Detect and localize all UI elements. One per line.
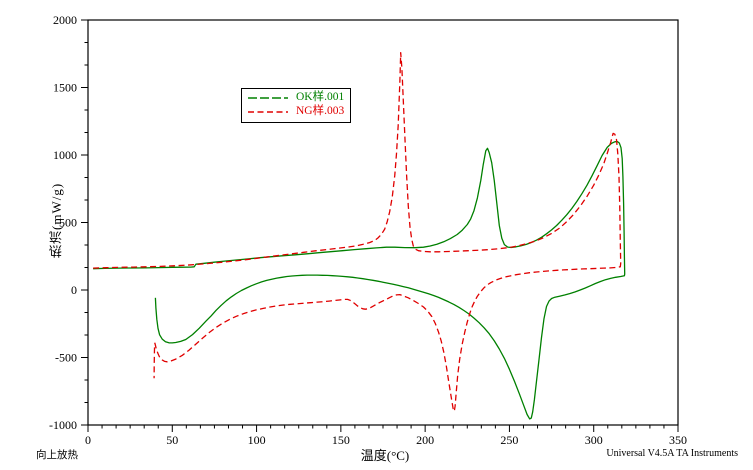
x-tick-label: 100 <box>248 433 266 447</box>
y-tick-label: 1500 <box>53 81 77 95</box>
y-tick-label: 1000 <box>53 148 77 162</box>
legend-item-label: OK样.001 <box>296 91 345 104</box>
x-tick-label: 50 <box>166 433 178 447</box>
legend-item-label: NG样.003 <box>296 105 345 118</box>
series-line-1 <box>93 52 622 412</box>
x-axis-title: 温度(°C) <box>360 448 410 463</box>
y-tick-label: 0 <box>71 283 77 297</box>
legend-line-swatch <box>248 111 288 113</box>
x-tick-label: 0 <box>85 433 91 447</box>
x-tick-label: 350 <box>669 433 687 447</box>
legend-item: NG样.003 <box>242 105 350 119</box>
y-axis-title: 热流(mW/g) <box>49 182 64 258</box>
legend-line-swatch <box>248 97 288 99</box>
series-line-0 <box>93 140 626 420</box>
y-tick-label: 500 <box>59 216 77 230</box>
x-tick-label: 150 <box>332 433 350 447</box>
plot-frame <box>87 19 679 426</box>
y-tick-label: -500 <box>55 351 77 365</box>
x-tick-label: 300 <box>585 433 603 447</box>
x-tick-label: 200 <box>416 433 434 447</box>
instrument-note: Universal V4.5A TA Instruments <box>606 448 738 459</box>
exo-up-note: 向上放热 <box>36 450 78 461</box>
legend-item: OK样.001 <box>242 91 350 105</box>
x-tick-label: 250 <box>500 433 518 447</box>
y-tick-label: -1000 <box>49 418 77 432</box>
y-tick-label: 2000 <box>53 13 77 27</box>
legend: OK样.001 NG样.003 <box>241 88 351 123</box>
